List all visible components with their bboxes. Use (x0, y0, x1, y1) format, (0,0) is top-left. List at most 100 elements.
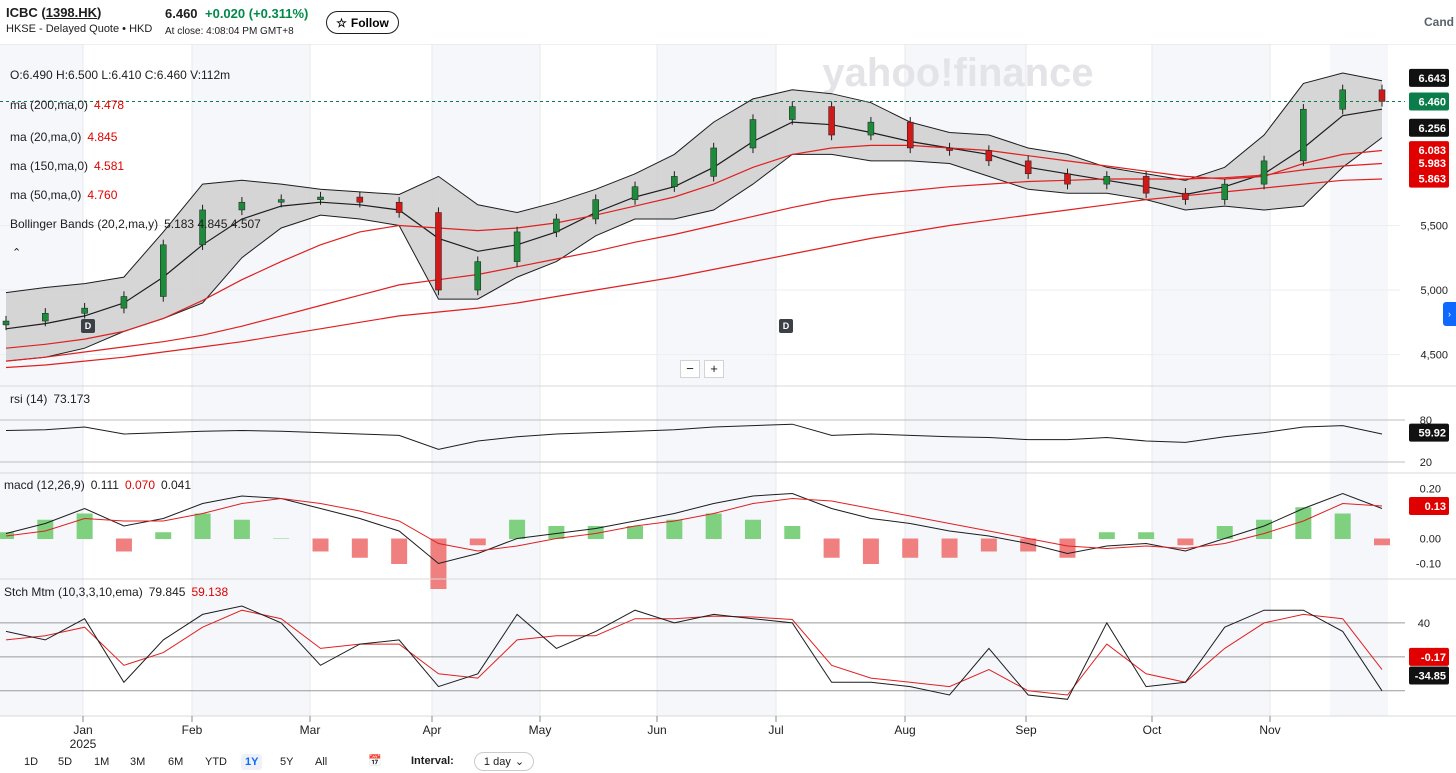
ticker-link[interactable]: 1398.HK (45, 5, 98, 20)
macd-histogram-bar (194, 513, 211, 539)
badge-ma150: 5.983 (1418, 158, 1446, 170)
legend-value: 59.138 (191, 585, 229, 599)
macd-histogram-bar (391, 538, 408, 564)
range-all[interactable]: All (315, 756, 328, 768)
candle-body (906, 121, 914, 149)
legend-stoch[interactable]: Stch Mtm (10,3,3,10,ema) 79.845 59.138 (4, 585, 228, 599)
interval-value: 1 day (483, 755, 511, 768)
candle-body (277, 199, 285, 203)
macd-tick-label: 0.20 (1420, 484, 1441, 496)
candle-body (395, 201, 403, 213)
grid-lines (0, 44, 1456, 716)
macd-histogram-bar (744, 519, 761, 539)
legend-label: ma (200,ma,0) (10, 98, 89, 112)
zoom-out-button[interactable]: − (680, 360, 700, 378)
dividend-marker[interactable]: D (81, 319, 95, 333)
candle-body (238, 201, 246, 211)
legend-rsi[interactable]: rsi (14) 73.173 (10, 392, 90, 406)
candle-body (474, 261, 482, 291)
star-icon: ☆ (336, 15, 347, 30)
legend-label: ma (50,ma,0) (10, 188, 82, 202)
legend-bollinger[interactable]: Bollinger Bands (20,2,ma,y) 5.183 4.845 4… (10, 217, 261, 231)
ma50-line (5, 144, 1383, 349)
macd-panel: 0.20 0.00 -0.10 (0, 472, 1456, 589)
macd-histogram-bar (1216, 526, 1233, 539)
side-panel-toggle-icon[interactable]: › (1443, 302, 1456, 326)
exchange-line: HKSE - Delayed Quote • HKD (6, 23, 153, 35)
badge-bb-upper-bg (1409, 68, 1449, 87)
candle-body (631, 186, 639, 200)
range-3m[interactable]: 3M (130, 756, 146, 768)
follow-button[interactable]: ☆ Follow (326, 11, 399, 34)
legend-ma20[interactable]: ma (20,ma,0) 4.845 (10, 130, 117, 144)
macd-histogram-bar (666, 519, 683, 539)
legend-ma200[interactable]: ma (200,ma,0) 4.478 (10, 98, 124, 112)
legend-macd[interactable]: macd (12,26,9) 0.111 0.070 0.041 (4, 478, 191, 492)
zoom-in-button[interactable]: + (704, 360, 724, 378)
candle-body (1103, 176, 1111, 185)
macd-histogram-bar (784, 526, 801, 539)
range-1m[interactable]: 1M (94, 756, 110, 768)
bollinger-upper-line (5, 72, 1383, 294)
candle-body (513, 231, 521, 262)
macd-histogram-bar (1138, 532, 1155, 539)
collapse-legend-icon[interactable]: ⌃ (12, 247, 22, 259)
candle-body (867, 121, 875, 136)
symbol-title: ICBC (1398.HK) (6, 5, 102, 20)
legend-ma50[interactable]: ma (50,ma,0) 4.760 (10, 188, 117, 202)
chart-type-selector[interactable]: Cand (1424, 15, 1454, 29)
candle-body (828, 106, 835, 136)
range-ytd[interactable]: YTD (205, 756, 227, 768)
range-6m[interactable]: 6M (168, 756, 184, 768)
range-5d[interactable]: 5D (58, 756, 73, 768)
interval-select[interactable]: 1 day ⌄ (474, 752, 534, 771)
candle-body (356, 196, 364, 203)
candle-body (1024, 160, 1032, 175)
rsi-line (5, 423, 1383, 450)
candle-body (1300, 108, 1307, 162)
change-pct: (+0.311%) (248, 6, 309, 21)
y-tick-label: 5,500 (1420, 220, 1448, 232)
macd-histogram-bar (705, 513, 722, 539)
change-value: +0.020 (205, 6, 246, 21)
legend-value: 4.478 (94, 98, 125, 112)
badge-stoch-bg (1409, 666, 1449, 685)
badge-stoch: -34.85 (1415, 671, 1446, 683)
candle-body (120, 296, 128, 309)
legend-value: 0.111 (90, 478, 119, 492)
range-5y[interactable]: 5Y (280, 756, 294, 768)
badge-last-price-bg (1409, 92, 1449, 111)
legend-label: ma (20,ma,0) (10, 130, 82, 144)
price-panel: 5,500 5,000 4,500 (0, 72, 1448, 369)
range-1d[interactable]: 1D (24, 756, 39, 768)
badge-rsi: 59.92 (1418, 428, 1446, 440)
candle-body (671, 176, 678, 187)
x-tick-label: Jun (647, 723, 666, 737)
last-price: 6.460 (165, 6, 198, 21)
badge-ma20-bg (1409, 118, 1449, 137)
macd-histogram-bar (1098, 532, 1115, 539)
candle-body (1378, 89, 1386, 102)
range-1y[interactable]: 1Y (241, 754, 263, 770)
macd-histogram-bar (509, 519, 526, 539)
calendar-icon[interactable]: 📅 (368, 755, 382, 767)
y-tick-label: 4,500 (1420, 350, 1448, 362)
badge-last-price: 6.460 (1418, 96, 1446, 108)
legend-value: 0.041 (161, 478, 192, 492)
macd-histogram-bar (1256, 519, 1273, 539)
candle-body (1339, 89, 1346, 110)
legend-label: rsi (14) (10, 392, 48, 406)
candle-body (435, 212, 442, 291)
badge-ma20: 6.256 (1418, 123, 1446, 135)
legend-value: 0.070 (124, 478, 155, 492)
month-shade (0, 44, 83, 716)
interval-label: Interval: (411, 755, 454, 767)
macd-histogram-bar (351, 538, 368, 558)
badge-rsi-bg (1409, 423, 1449, 442)
macd-histogram-bar (312, 538, 329, 552)
candle-body (710, 147, 717, 177)
stoch-signal-line (5, 609, 1383, 696)
legend-ma150[interactable]: ma (150,ma,0) 4.581 (10, 159, 124, 173)
dividend-marker[interactable]: D (779, 319, 793, 333)
